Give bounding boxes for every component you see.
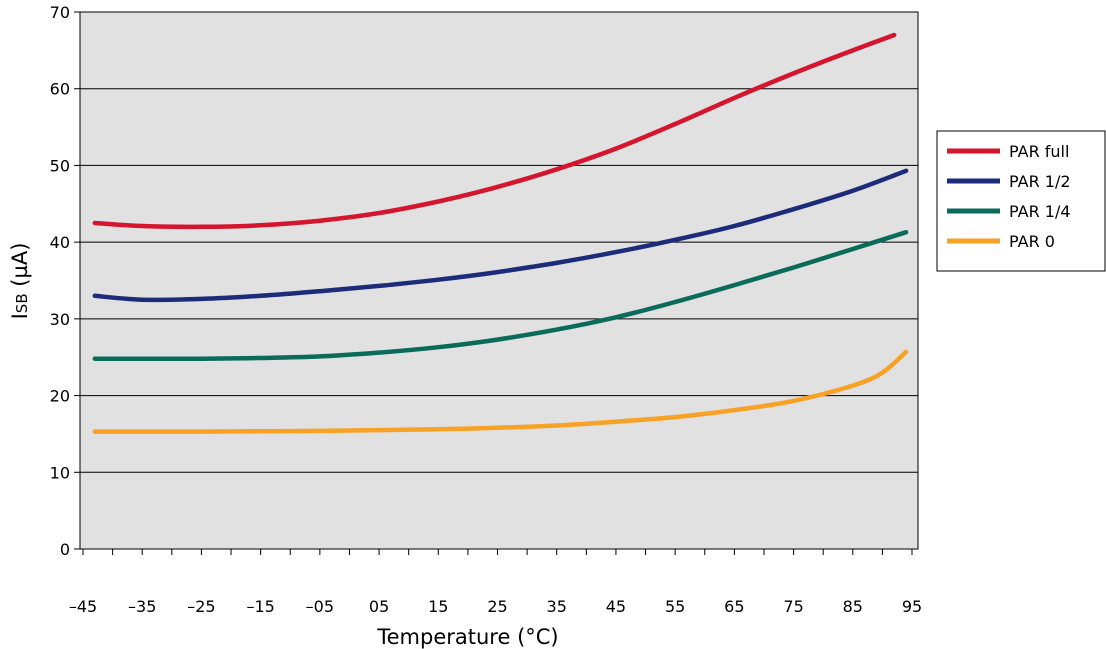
legend-label-par-full: PAR full — [1009, 142, 1069, 161]
y-tick-label: 60 — [50, 80, 70, 99]
series-line-par-1-4 — [92, 229, 909, 362]
x-axis-title: Temperature (°C) — [376, 625, 558, 649]
y-tick-label: 0 — [60, 540, 70, 559]
legend-label-par-1-2: PAR 1/2 — [1009, 172, 1071, 191]
x-tick-label: –35 — [128, 597, 156, 616]
y-tick-label: 30 — [50, 310, 70, 329]
x-tick-label: –15 — [246, 597, 274, 616]
legend-items: PAR full PAR 1/2 PAR 1/4 PAR 0 — [947, 142, 1071, 251]
x-tick-label: 75 — [783, 597, 803, 616]
gridlines — [80, 88, 918, 473]
series-line-par-full — [92, 32, 897, 230]
x-tick-label: 35 — [547, 597, 567, 616]
x-tick-label: 15 — [428, 597, 448, 616]
y-tick-label: 40 — [50, 233, 70, 252]
x-tick-label: 45 — [606, 597, 626, 616]
series-layer — [92, 32, 909, 434]
y-axis-title: ISB (µA) — [8, 243, 32, 320]
legend-box — [936, 130, 1106, 272]
x-axis: –45 –35 –25 –15 –05 05 15 25 35 45 55 65 75 85 95 — [69, 549, 922, 616]
x-tick-label: –45 — [69, 597, 97, 616]
y-tick-label: 20 — [50, 387, 70, 406]
legend-label-par-1-4: PAR 1/4 — [1009, 202, 1071, 221]
x-tick-label: 85 — [843, 597, 863, 616]
legend: PAR full PAR 1/2 PAR 1/4 PAR 0 — [936, 130, 1106, 272]
x-tick-label: –25 — [187, 597, 215, 616]
y-tick-label: 50 — [50, 156, 70, 175]
x-tick-label: 25 — [487, 597, 507, 616]
legend-label-par-0: PAR 0 — [1009, 232, 1055, 251]
x-tick-label: 05 — [369, 597, 389, 616]
y-tick-label: 70 — [50, 3, 70, 22]
y-axis: 0 10 20 30 40 50 60 70 — [50, 3, 80, 559]
series-line-par-1-2 — [92, 168, 909, 303]
x-tick-label: 65 — [724, 597, 744, 616]
x-tick-label: 95 — [902, 597, 922, 616]
series-line-par-0 — [92, 349, 909, 434]
plot-area — [79, 11, 919, 550]
x-tick-label: –05 — [306, 597, 334, 616]
x-tick-label: 55 — [665, 597, 685, 616]
y-tick-label: 10 — [50, 463, 70, 482]
